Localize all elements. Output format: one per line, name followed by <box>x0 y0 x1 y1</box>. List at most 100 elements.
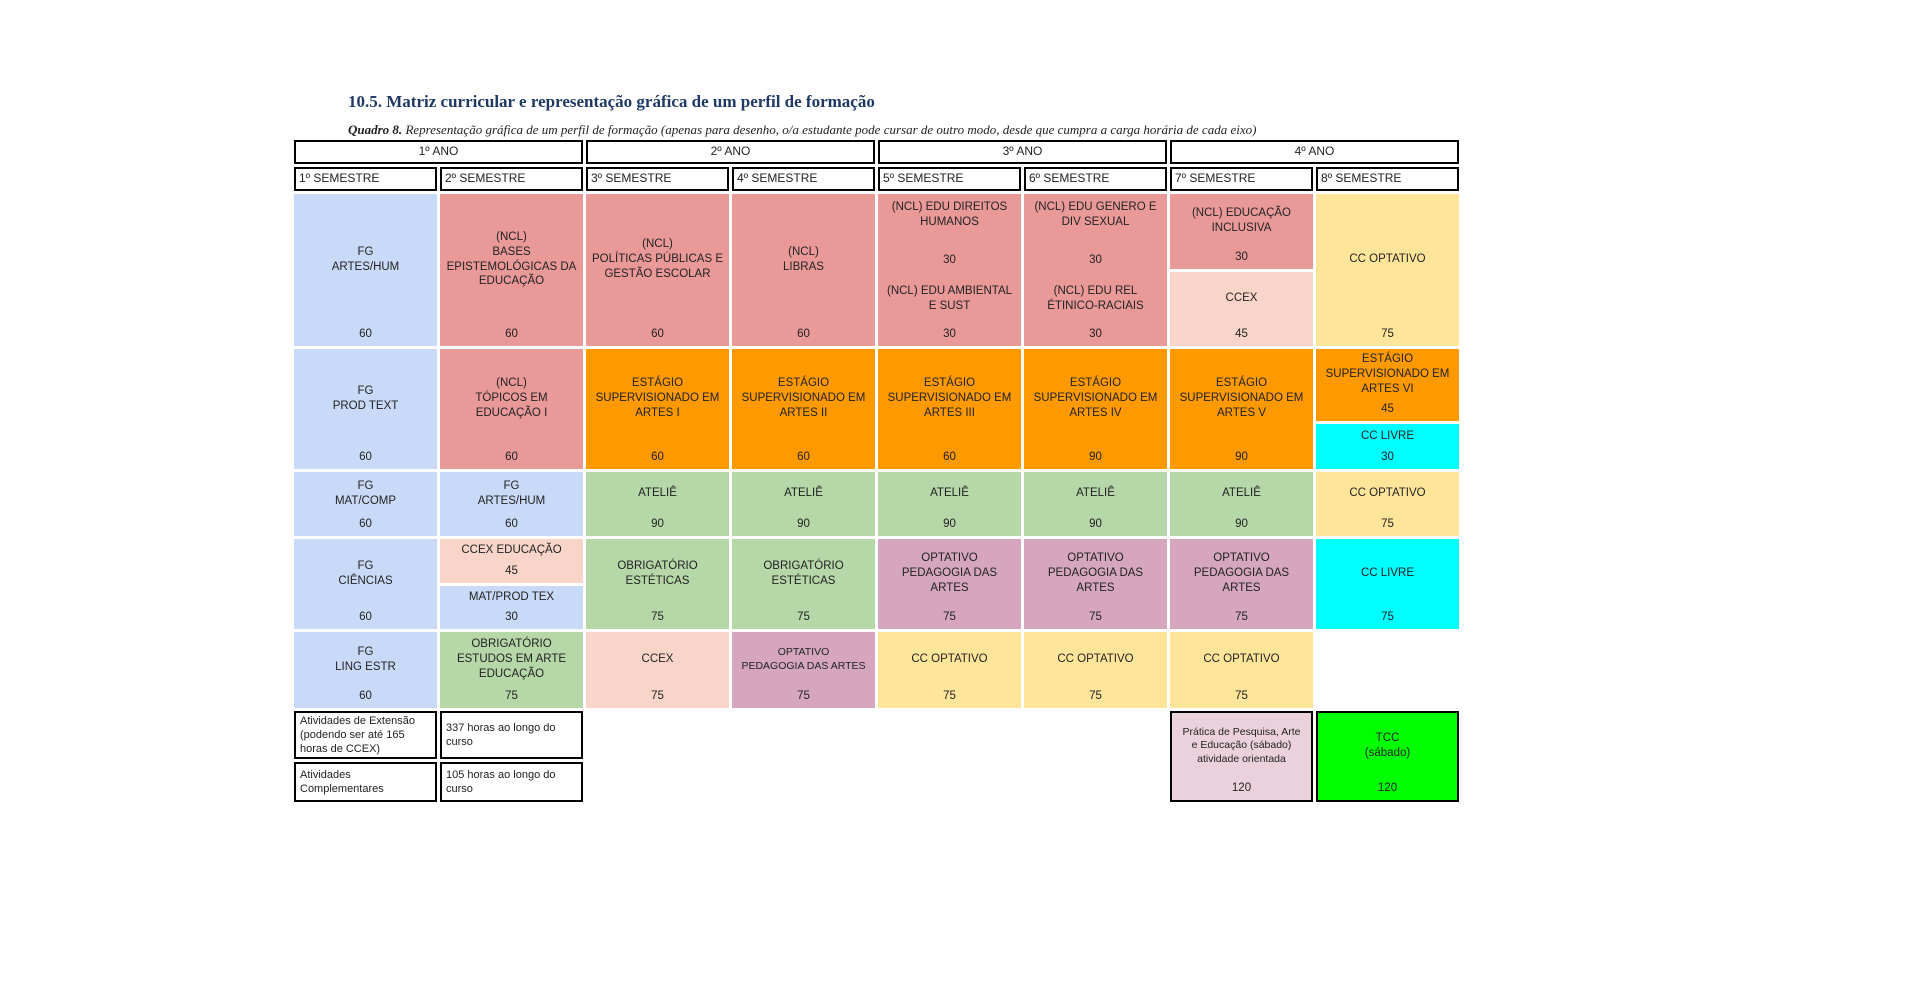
course-hours: 75 <box>505 690 518 703</box>
course-name: FG ARTES/HUM <box>331 245 400 273</box>
pratica-pesquisa-cell: Prática de Pesquisa, Arte e Educação (sá… <box>1170 711 1313 802</box>
course-cell: CC LIVRE 75 <box>1316 539 1459 629</box>
course-name: (NCL) EDUCAÇÃO INCLUSIVA <box>1191 207 1292 235</box>
course-hours: 75 <box>1235 690 1248 703</box>
course-cell: ATELIÊ 90 <box>878 472 1021 536</box>
course-cell: FG ARTES/HUM 60 <box>294 194 437 346</box>
course-part: CCEX 45 <box>1170 272 1313 346</box>
semester-header-6: 6º SEMESTRE <box>1024 167 1167 191</box>
course-name: CC OPTATIVO <box>911 653 988 666</box>
course-name: ATELIÊ <box>930 487 969 500</box>
course-cell: CC OPTATIVO 75 <box>1316 472 1459 536</box>
course-cell: ATELIÊ 90 <box>1170 472 1313 536</box>
course-name: OPTATIVO PEDAGOGIA DAS ARTES <box>901 552 998 594</box>
course-cell: FG ARTES/HUM 60 <box>440 472 583 536</box>
course-cell: FG PROD TEXT 60 <box>294 349 437 469</box>
course-hours: 45 <box>1235 328 1248 341</box>
course-name: (NCL) BASES EPISTEMOLÓGICAS DA EDUCAÇÃO <box>446 230 577 288</box>
course-name: CC OPTATIVO <box>1349 487 1426 500</box>
course-name: FG LING ESTR <box>335 645 396 673</box>
course-name: CCEX <box>1225 292 1258 305</box>
course-name: OBRIGATÓRIO ESTÉTICAS <box>763 559 844 587</box>
course-name: ESTÁGIO SUPERVISIONADO EM ARTES III <box>887 377 1012 419</box>
course-hours: 75 <box>1381 611 1394 624</box>
year-header-2: 2º ANO <box>586 140 875 164</box>
course-name: MAT/PROD TEX <box>468 590 555 603</box>
semester-header-3: 3º SEMESTRE <box>586 167 729 191</box>
course-cell: OPTATIVO PEDAGOGIA DAS ARTES 75 <box>878 539 1021 629</box>
semester-header-8: 8º SEMESTRE <box>1316 167 1459 191</box>
course-name: ATELIÊ <box>1222 487 1261 500</box>
course-cell: (NCL) BASES EPISTEMOLÓGICAS DA EDUCAÇÃO … <box>440 194 583 346</box>
course-hours: 90 <box>1089 518 1102 531</box>
course-hours: 60 <box>505 518 518 531</box>
course-name: ESTÁGIO SUPERVISIONADO EM ARTES I <box>595 377 720 419</box>
course-part: (NCL) EDUCAÇÃO INCLUSIVA 30 <box>1170 194 1313 269</box>
course-hours: 60 <box>359 451 372 464</box>
course-name: ESTÁGIO SUPERVISIONADO EM ARTES VI <box>1325 353 1450 395</box>
course-hours: 60 <box>797 451 810 464</box>
course-cell: CC OPTATIVO 75 <box>878 632 1021 708</box>
course-name: FG ARTES/HUM <box>477 479 546 507</box>
split-course-cell: CCEX EDUCAÇÃO 45 MAT/PROD TEX 30 <box>440 539 583 629</box>
course-hours: 30 <box>1235 251 1248 264</box>
course-name: (NCL) TÓPICOS EM EDUCAÇÃO I <box>475 377 548 419</box>
course-cell: OBRIGATÓRIO ESTÉTICAS 75 <box>732 539 875 629</box>
course-hours: 60 <box>505 328 518 341</box>
course-name: CC OPTATIVO <box>1349 253 1426 266</box>
course-hours: 60 <box>359 518 372 531</box>
course-name: (NCL) LIBRAS <box>783 245 824 273</box>
course-cell: OPTATIVO PEDAGOGIA DAS ARTES 75 <box>732 632 875 708</box>
course-hours: 60 <box>797 328 810 341</box>
course-hours: 30 <box>505 611 518 624</box>
course-part: CCEX EDUCAÇÃO 45 <box>440 539 583 583</box>
course-hours: 75 <box>651 611 664 624</box>
course-cell: ESTÁGIO SUPERVISIONADO EM ARTES I 60 <box>586 349 729 469</box>
course-name: CC LIVRE <box>1360 567 1415 580</box>
caption-text: Representação gráfica de um perfil de fo… <box>405 122 1257 137</box>
course-hours: 75 <box>1235 611 1248 624</box>
course-cell: FG MAT/COMP 60 <box>294 472 437 536</box>
course-cell: (NCL) EDU DIREITOS HUMANOS 30 (NCL) EDU … <box>878 194 1021 346</box>
course-hours: 45 <box>505 565 518 578</box>
course-name: CCEX <box>641 653 674 666</box>
course-name: ATELIÊ <box>638 487 677 500</box>
course-hours: 90 <box>943 518 956 531</box>
course-hours: 30 <box>943 328 956 341</box>
course-hours: 75 <box>1381 518 1394 531</box>
course-hours: 75 <box>797 690 810 703</box>
course-hours: 75 <box>797 611 810 624</box>
course-cell: (NCL) EDU GENERO E DIV SEXUAL 30 (NCL) E… <box>1024 194 1167 346</box>
course-cell: CCEX 75 <box>586 632 729 708</box>
course-cell: ATELIÊ 90 <box>732 472 875 536</box>
semester-header-4: 4º SEMESTRE <box>732 167 875 191</box>
extensao-label: Atividades de Extensão (podendo ser até … <box>294 711 437 759</box>
course-hours: 60 <box>359 690 372 703</box>
course-hours: 75 <box>1381 328 1394 341</box>
course-name: OPTATIVO PEDAGOGIA DAS ARTES <box>1193 552 1290 594</box>
course-cell: CC OPTATIVO 75 <box>1024 632 1167 708</box>
course-hours: 120 <box>1231 782 1252 795</box>
course-name: FG PROD TEXT <box>332 384 399 412</box>
course-cell: ESTÁGIO SUPERVISIONADO EM ARTES IV 90 <box>1024 349 1167 469</box>
course-name: (NCL) EDU REL ÉTINICO-RACIAIS <box>1047 284 1144 312</box>
course-cell: OPTATIVO PEDAGOGIA DAS ARTES 75 <box>1024 539 1167 629</box>
course-hours: 90 <box>1089 451 1102 464</box>
course-hours: 60 <box>943 451 956 464</box>
course-hours: 90 <box>1235 518 1248 531</box>
course-name: Prática de Pesquisa, Arte e Educação (sá… <box>1182 725 1301 765</box>
caption-label: Quadro 8. <box>348 122 403 137</box>
course-cell: (NCL) POLÍTICAS PÚBLICAS E GESTÃO ESCOLA… <box>586 194 729 346</box>
complementares-label: Atividades Complementares <box>294 762 437 802</box>
course-name: ESTÁGIO SUPERVISIONADO EM ARTES V <box>1179 377 1304 419</box>
course-name: FG MAT/COMP <box>334 479 397 507</box>
course-hours: 75 <box>943 611 956 624</box>
section-title: 10.5. Matriz curricular e representação … <box>348 92 875 111</box>
course-name: (NCL) EDU GENERO E DIV SEXUAL <box>1034 201 1157 228</box>
split-course-cell: ESTÁGIO SUPERVISIONADO EM ARTES VI 45 CC… <box>1316 349 1459 469</box>
table-caption: Quadro 8. Representação gráfica de um pe… <box>348 122 1256 138</box>
course-name: OBRIGATÓRIO ESTÉTICAS <box>617 559 698 587</box>
course-name: CC OPTATIVO <box>1057 653 1134 666</box>
course-hours: 90 <box>651 518 664 531</box>
course-hours: 75 <box>651 690 664 703</box>
